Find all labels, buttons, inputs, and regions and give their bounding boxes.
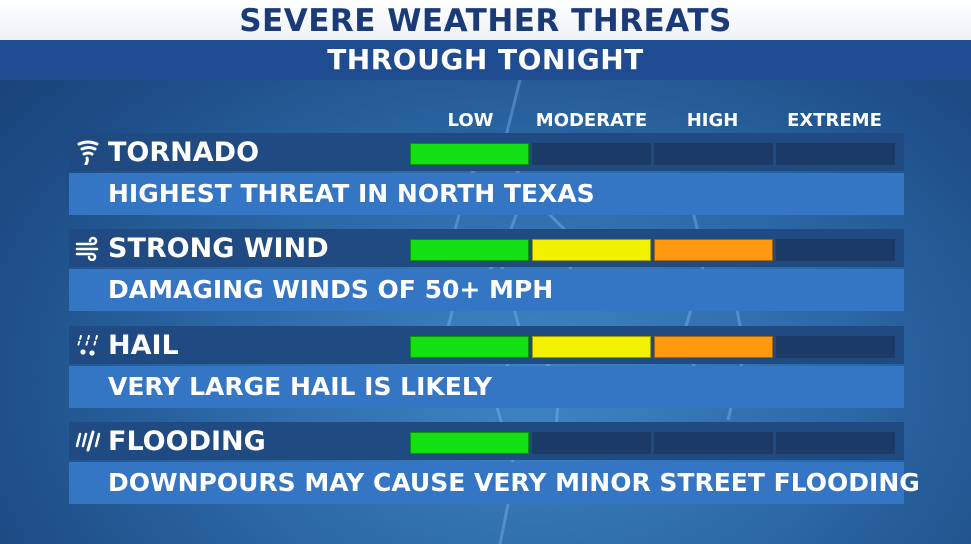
level-label-low: LOW <box>447 110 494 131</box>
threat-meter <box>410 143 896 165</box>
meter-segment-extreme <box>776 432 895 454</box>
meter-segment-extreme <box>776 239 895 261</box>
meter-segment-low <box>410 143 529 165</box>
threat-row-strong-wind: STRONG WIND DAMAGING WINDS OF 50+ MPH <box>69 229 904 311</box>
meter-segment-extreme <box>776 336 895 358</box>
threat-row-hail: HAIL VERY LARGE HAIL IS LIKELY <box>69 326 904 408</box>
threat-header: HAIL <box>69 326 904 364</box>
threat-name: TORNADO <box>108 137 260 168</box>
level-label-moderate: MODERATE <box>535 110 648 131</box>
meter-segment-moderate <box>532 143 651 165</box>
threat-description-band: DAMAGING WINDS OF 50+ MPH <box>69 269 904 311</box>
threat-description-band: DOWNPOURS MAY CAUSE VERY MINOR STREET FL… <box>69 462 920 504</box>
threat-meter <box>410 336 896 358</box>
meter-segment-moderate <box>532 239 651 261</box>
meter-segment-high <box>654 432 773 454</box>
level-label-extreme: EXTREME <box>787 110 882 131</box>
meter-segment-high <box>654 336 773 358</box>
threat-row-tornado: TORNADO HIGHEST THREAT IN NORTH TEXAS <box>69 133 904 215</box>
threat-meter <box>410 432 896 454</box>
rain-icon <box>75 430 101 452</box>
page-title: SEVERE WEATHER THREATS <box>0 0 971 40</box>
threat-description-band: HIGHEST THREAT IN NORTH TEXAS <box>69 173 904 215</box>
tornado-icon <box>77 140 99 165</box>
threat-row-flooding: FLOODING DOWNPOURS MAY CAUSE VERY MINOR … <box>69 422 920 504</box>
threat-name: FLOODING <box>108 426 266 457</box>
level-scale: LOW MODERATE HIGH EXTREME <box>410 110 896 132</box>
threat-name: HAIL <box>108 330 179 361</box>
wind-icon <box>75 236 99 261</box>
meter-segment-high <box>654 239 773 261</box>
threat-header: TORNADO <box>69 133 904 171</box>
threat-description: VERY LARGE HAIL IS LIKELY <box>108 372 492 401</box>
threat-description: HIGHEST THREAT IN NORTH TEXAS <box>108 179 595 208</box>
hail-icon <box>77 335 98 356</box>
meter-segment-low <box>410 432 529 454</box>
threat-meter <box>410 239 896 261</box>
threat-name: STRONG WIND <box>108 233 329 264</box>
threat-description: DOWNPOURS MAY CAUSE VERY MINOR STREET FL… <box>108 468 920 497</box>
threat-description: DAMAGING WINDS OF 50+ MPH <box>108 275 554 304</box>
threat-header: FLOODING <box>69 422 904 460</box>
meter-segment-low <box>410 336 529 358</box>
meter-segment-high <box>654 143 773 165</box>
meter-segment-moderate <box>532 432 651 454</box>
meter-segment-low <box>410 239 529 261</box>
level-label-high: HIGH <box>686 110 739 131</box>
threat-description-band: VERY LARGE HAIL IS LIKELY <box>69 366 904 408</box>
threat-header: STRONG WIND <box>69 229 904 267</box>
meter-segment-moderate <box>532 336 651 358</box>
page-subtitle: THROUGH TONIGHT <box>0 40 971 80</box>
meter-segment-extreme <box>776 143 895 165</box>
